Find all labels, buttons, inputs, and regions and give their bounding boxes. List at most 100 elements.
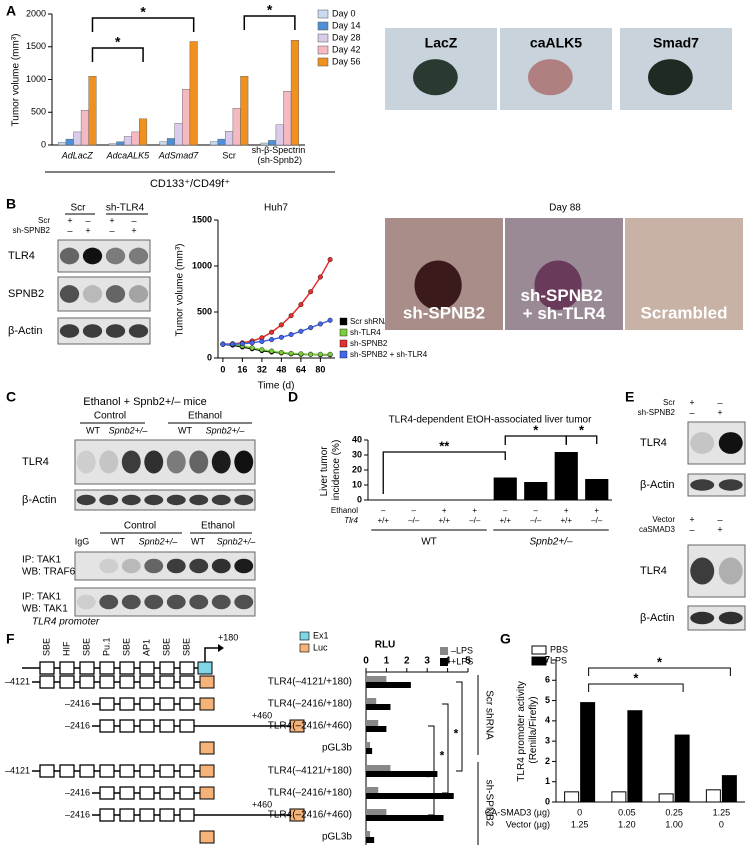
point	[220, 341, 226, 347]
start-label: –2416	[65, 787, 90, 797]
band	[166, 450, 186, 474]
point	[288, 350, 294, 356]
row-label: sh-SPNB2	[638, 408, 676, 417]
point	[278, 334, 284, 340]
element-box	[119, 764, 135, 778]
element-box	[159, 786, 175, 800]
band	[690, 611, 715, 625]
point	[259, 338, 265, 344]
genotype-label: WT	[111, 536, 125, 546]
element-box	[139, 719, 155, 733]
band	[211, 558, 231, 574]
y-tick-label: 20	[352, 464, 362, 474]
band	[166, 594, 186, 610]
bar	[232, 108, 241, 146]
sign: –	[717, 397, 722, 407]
element-label: HIF	[61, 641, 71, 656]
group-label: Control	[94, 411, 126, 422]
row-value: +	[472, 506, 477, 515]
bar	[159, 141, 168, 146]
band	[59, 285, 80, 303]
band-label: WB: TAK1	[22, 604, 68, 615]
bar	[366, 726, 387, 732]
legend-swatch	[440, 658, 448, 666]
band	[99, 594, 119, 610]
x-tick-label: 16	[237, 364, 247, 374]
band	[76, 494, 96, 506]
bar	[366, 771, 438, 777]
band	[76, 594, 96, 610]
row-value: +	[564, 506, 569, 515]
photo-label: LacZ	[425, 35, 458, 51]
luc-box	[199, 697, 215, 711]
y-tick-label: 1	[545, 776, 550, 786]
genotype-label: WT	[178, 425, 192, 435]
x-tick-label: 80	[315, 364, 325, 374]
y-tick-label: 0	[41, 139, 46, 149]
panel-letter: B	[6, 196, 16, 212]
bar	[611, 791, 627, 803]
row-value: –	[534, 506, 539, 515]
band-label: TLR4	[22, 456, 49, 468]
start-label: –2416	[65, 698, 90, 708]
y-tick-label: 6	[545, 675, 550, 685]
row-label: CA-SMAD3 (µg)	[485, 807, 550, 817]
significance-bracket	[588, 683, 684, 692]
annotation: *	[579, 422, 585, 437]
sign: –	[85, 215, 90, 225]
bar	[366, 831, 371, 837]
band	[121, 594, 141, 610]
x-tick-label: 48	[276, 364, 286, 374]
element-box	[119, 808, 135, 822]
legend-label: sh-SPNB2 + sh-TLR4	[350, 350, 428, 359]
band	[690, 557, 715, 585]
element-box	[59, 764, 75, 778]
point	[317, 351, 323, 357]
sign: –	[131, 215, 136, 225]
element-label: SBE	[81, 638, 91, 656]
row-value: –/–	[591, 516, 603, 525]
element-box	[79, 764, 95, 778]
element-box	[99, 764, 115, 778]
band	[59, 247, 80, 265]
group-label: Control	[124, 521, 156, 532]
legend-label: Day 42	[332, 44, 361, 54]
significance-bracket	[588, 667, 731, 676]
photo-detail	[414, 260, 462, 310]
element-box	[179, 764, 195, 778]
legend-label: Day 28	[332, 32, 361, 42]
bar	[108, 143, 117, 146]
genotype-label: Spnb2+/–	[109, 425, 149, 435]
significance-bracket	[243, 15, 296, 30]
annotation: *	[115, 34, 121, 50]
element-box	[139, 786, 155, 800]
bar	[493, 477, 517, 500]
band	[144, 494, 164, 506]
row-value: 1.25	[571, 819, 589, 829]
row-value: 1.25	[713, 807, 731, 817]
band	[121, 450, 141, 474]
point	[317, 321, 323, 327]
panel-title: Ethanol + Spnb2+/– mice	[83, 396, 207, 408]
x-tick-label: 3	[424, 656, 430, 667]
annotation: *	[440, 749, 445, 763]
legend-label: Day 56	[332, 56, 361, 66]
y-tick-label: 7	[545, 654, 550, 664]
x-tick-label: AdSmad7	[158, 150, 200, 160]
photo-label: Scrambled	[641, 303, 728, 322]
bar	[217, 138, 226, 146]
y-axis-label: Liver tumor incidence (%)	[319, 440, 342, 501]
row-value: +/+	[438, 516, 450, 525]
point	[259, 347, 265, 353]
element-box	[119, 675, 135, 689]
x-tick-label: 1	[384, 656, 390, 667]
significance-bracket	[91, 47, 144, 62]
luc-box	[199, 675, 215, 689]
sign: –	[109, 225, 114, 235]
x-tick-label: AdcaALK5	[106, 150, 151, 160]
row-value: 0.05	[618, 807, 636, 817]
x-tick-label: AdLacZ	[61, 150, 94, 160]
group-label: WT	[421, 537, 437, 548]
band-label: TLR4	[640, 565, 667, 577]
annotation: *	[533, 422, 539, 437]
